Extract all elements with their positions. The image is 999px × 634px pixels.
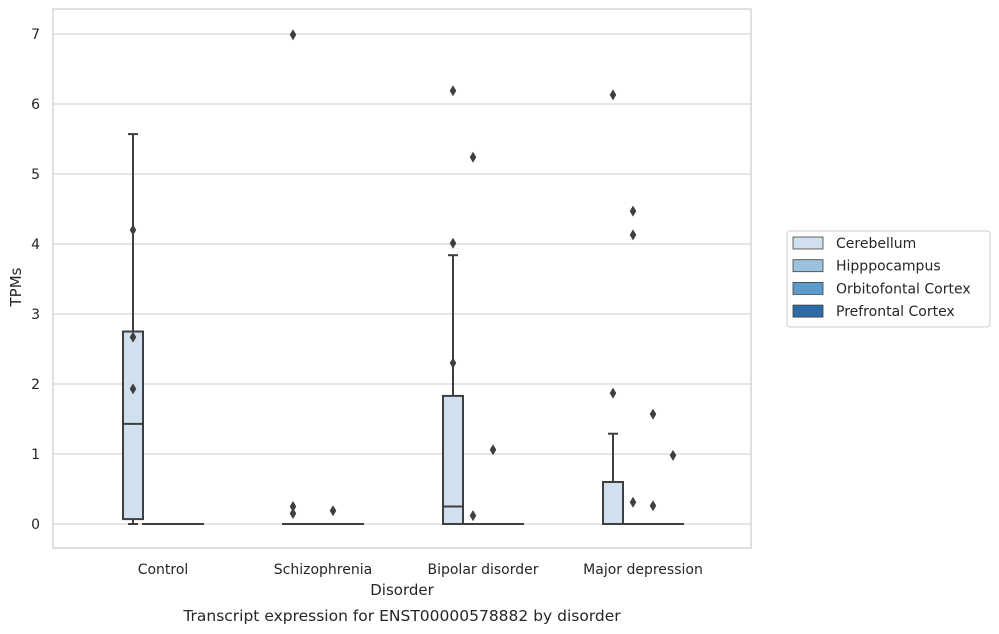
outlier-point — [629, 496, 637, 508]
outlier-point — [129, 331, 137, 343]
outlier-point — [649, 408, 657, 420]
x-tick-label-control: Control — [138, 562, 189, 578]
outlier-point — [629, 229, 637, 241]
legend-label: Cerebellum — [836, 236, 916, 252]
legend-label: Hipppocampus — [836, 259, 941, 275]
y-tick-label: 1 — [31, 447, 40, 463]
legend-label: Orbitofontal Cortex — [836, 281, 971, 297]
plot-area — [53, 9, 751, 548]
box-cerebellum-control — [122, 133, 144, 525]
box-groups — [122, 29, 684, 526]
outlier-point — [629, 205, 637, 217]
legend-item-prefrontal-cortex: Prefrontal Cortex — [792, 304, 955, 320]
y-tick-label: 7 — [31, 27, 40, 43]
outlier-point — [289, 508, 297, 519]
x-tick-labels: Control Schizophrenia Bipolar disorder Majo… — [138, 562, 703, 578]
box-body — [602, 481, 624, 525]
legend-item-hipppocampus: Hipppocampus — [792, 259, 941, 275]
box-cerebellum-major-depression — [602, 89, 624, 525]
legend-items: Cerebellum Hipppocampus Orbitofontal Corte… — [792, 236, 971, 320]
y-tick-label: 5 — [31, 167, 40, 183]
outlier-point — [609, 387, 617, 399]
legend-swatch — [792, 281, 824, 295]
box-hipppocampus-bipolar-disorder — [462, 151, 484, 526]
legend-swatch — [792, 259, 824, 273]
y-tick-label: 4 — [31, 237, 40, 253]
legend-label: Prefrontal Cortex — [836, 304, 955, 320]
box-body — [442, 394, 464, 525]
outlier-point — [649, 500, 657, 512]
series-prefrontal-cortex — [182, 449, 684, 526]
outlier-point — [449, 357, 457, 369]
box-hipppocampus-major-depression — [622, 205, 644, 526]
plot-frame — [52, 8, 752, 549]
outlier-point — [609, 89, 617, 101]
legend-item-orbitofontal-cortex: Orbitofontal Cortex — [792, 281, 971, 297]
outlier-point — [469, 510, 477, 522]
outlier-point — [129, 383, 137, 395]
y-tick-label: 6 — [31, 97, 40, 113]
box-prefrontal-cortex-major-depression — [662, 449, 684, 526]
box-cerebellum-bipolar-disorder — [442, 85, 464, 525]
x-tick-label-bipolar-disorder: Bipolar disorder — [427, 562, 538, 578]
chart-title: Transcript expression for ENST0000057888… — [182, 607, 621, 625]
legend-frame — [786, 230, 991, 328]
y-axis-label: TPMs — [7, 267, 25, 307]
outlier-point — [669, 449, 677, 461]
outlier-point — [489, 444, 497, 456]
outlier-point — [469, 151, 477, 163]
x-tick-label-major-depression: Major depression — [583, 562, 703, 578]
box-body — [122, 330, 144, 521]
outlier-point — [289, 29, 297, 41]
outlier-point — [129, 224, 137, 236]
legend: Cerebellum Hipppocampus Orbitofontal Corte… — [786, 230, 991, 328]
series-hipppocampus — [142, 151, 644, 526]
outlier-point — [449, 237, 457, 249]
x-tick-label-schizophrenia: Schizophrenia — [274, 562, 372, 578]
y-tick-label: 2 — [31, 377, 40, 393]
y-tick-labels: 0 1 2 3 4 5 6 7 — [31, 27, 40, 533]
outlier-point — [329, 505, 337, 517]
outlier-point — [289, 501, 297, 512]
y-tick-label: 0 — [31, 517, 40, 533]
gridlines — [53, 33, 751, 525]
legend-item-cerebellum: Cerebellum — [792, 236, 916, 252]
legend-swatch — [792, 304, 824, 318]
series-cerebellum — [122, 29, 624, 526]
y-tick-label: 3 — [31, 307, 40, 323]
outlier-point — [449, 85, 457, 97]
legend-swatch — [792, 236, 824, 250]
x-axis-label: Disorder — [370, 581, 434, 599]
